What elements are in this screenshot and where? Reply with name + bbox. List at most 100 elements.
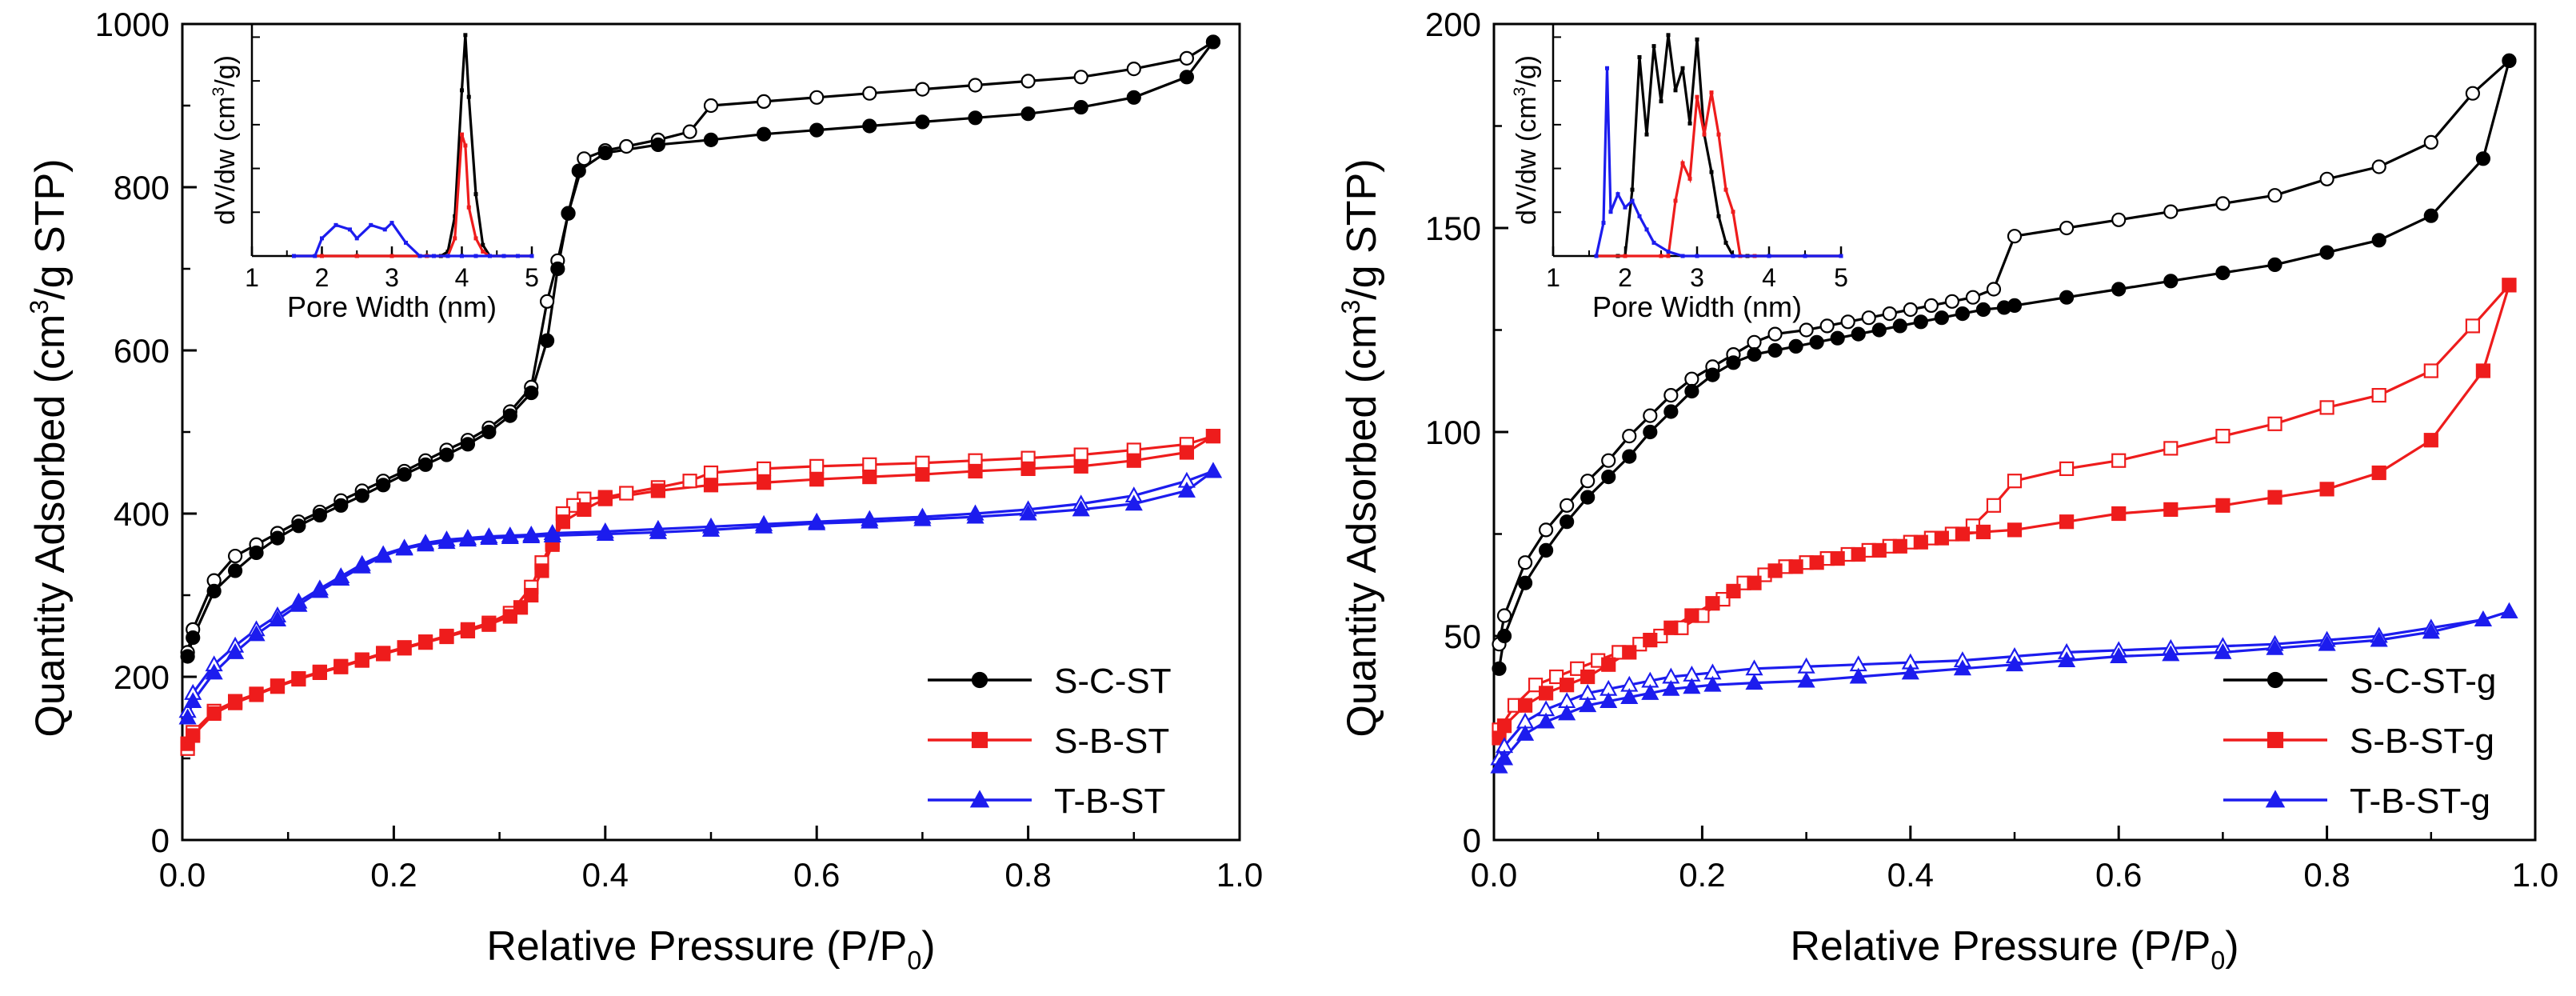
adsorption-point [2007,298,2023,313]
adsorption-point [376,478,391,493]
desorption-point [2215,428,2231,444]
adsorption-point [206,706,222,722]
adsorption-point [756,475,772,490]
desorption-point [2059,461,2075,477]
inset-series-S-C-ST [292,33,534,258]
desorption-point [809,458,825,474]
adsorption-point [862,118,877,134]
inset-point [1723,240,1728,245]
inset-point [1702,132,1707,137]
x-tick-label: 1.0 [2512,856,2558,894]
inset-point [1630,187,1635,192]
inset-x-tick-label: 3 [1690,263,1704,292]
desorption-point [2371,159,2386,174]
x-tick-label: 0.0 [1471,856,1517,894]
adsorption-point [561,206,576,221]
desorption-point [1986,282,2002,297]
inset-x-axis-label: Pore Width (nm) [287,290,497,323]
adsorption-point [1560,514,1575,530]
adsorption-line [186,41,1215,657]
adsorption-point [397,466,412,482]
adsorption-point [1726,583,1741,599]
adsorption-point [650,137,666,153]
desorption-point [682,124,697,139]
x-tick-label: 0.8 [2303,856,2350,894]
legend-label: T-B-ST-g [2350,782,2490,821]
adsorption-point [522,527,541,544]
adsorption-point [501,528,519,545]
inset-point [460,254,464,258]
legend-marker [969,790,990,808]
adsorption-point [2059,290,2075,305]
desorption-point [756,461,772,477]
adsorption-point [1204,462,1223,478]
adsorption-point [577,502,592,518]
desorption-point [1560,498,1575,513]
inset-point [1767,254,1771,258]
adsorption-point [1953,659,1971,676]
adsorption-point [1558,704,1576,721]
inset-point [463,143,468,148]
desorption-point [2319,400,2334,415]
adsorption-point [1901,663,1919,680]
adsorption-point [2422,622,2440,639]
inset-point [460,88,464,93]
adsorption-point [458,530,477,547]
adsorption-point [186,728,201,743]
inset-y-axis-label-part: 3 [1511,87,1529,97]
adsorption-point [1517,575,1533,590]
adsorption-point [1560,678,1575,693]
desorption-point [1538,522,1554,538]
adsorption-point [808,514,826,530]
x-axis-label-part: ) [2225,923,2239,970]
adsorption-point [2111,282,2127,297]
legend-label: T-B-ST [1054,782,1165,821]
inset-point [348,227,352,232]
adsorption-point [249,545,264,561]
adsorption-point [1643,632,1658,648]
y-tick-label: 1000 [95,6,170,43]
adsorption-point [439,447,454,462]
desorption-point [1965,290,1981,305]
inset-point [481,242,485,247]
adsorption-point [437,533,456,550]
inset-point [1716,214,1721,218]
inset-point [382,227,387,232]
inset-point [389,221,394,226]
adsorption-point [2007,522,2023,538]
inset-point [1803,254,1807,258]
adsorption-point [1663,404,1679,419]
adsorption-point [1809,555,1824,570]
adsorption-point [2110,647,2128,663]
adsorption-point [1830,550,1845,566]
adsorption-point [417,457,433,472]
y-axis-label: Quantity Adsorbed (cm3/g STP) [25,158,74,737]
adsorption-point [1703,675,1722,692]
desorption-point [1622,428,1637,444]
adsorption-point [1913,534,1928,550]
adsorption-point [1020,461,1036,477]
inset-point [432,254,436,258]
legend-label: S-C-ST [1054,662,1172,701]
inset-point [1623,254,1627,258]
adsorption-point [2370,630,2388,647]
adsorption-point [374,546,393,563]
desorption-point [1601,453,1616,468]
adsorption-point [1892,318,1907,334]
y-tick-label: 400 [114,495,170,533]
adsorption-point [2163,274,2179,289]
inset-x-tick-label: 1 [245,263,259,292]
adsorption-point [1073,99,1088,115]
adsorption-point [1955,306,1970,322]
legend-marker [2266,731,2284,749]
inset-point [1709,170,1714,174]
y-axis-label-part: Quantity Adsorbed (cm [27,314,74,738]
adsorption-point [354,653,369,668]
y-tick-label: 600 [114,332,170,370]
adsorption-point [481,424,497,440]
inset-series-S-B-ST [292,132,534,258]
adsorption-point [226,642,245,659]
adsorption-point [2474,610,2492,627]
adsorption-point [650,483,666,498]
inset-point [320,254,324,258]
